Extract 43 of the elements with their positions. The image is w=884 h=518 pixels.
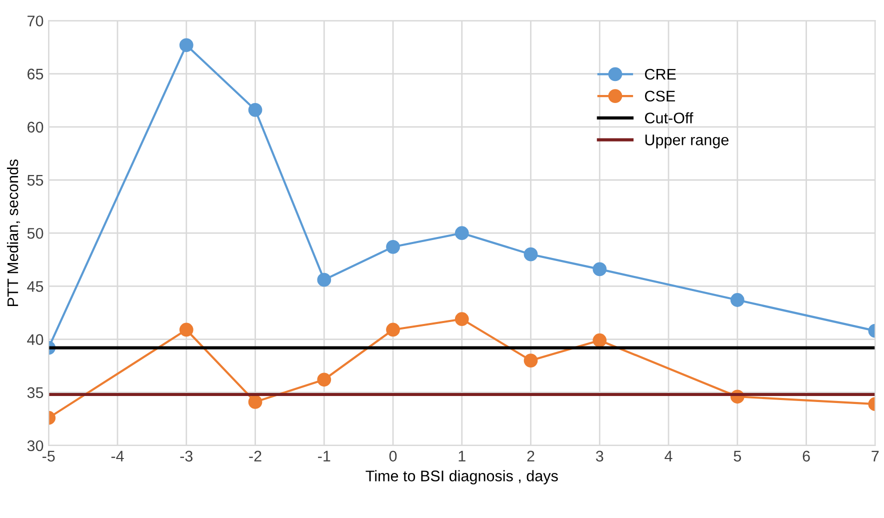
- point: [386, 240, 400, 254]
- x-tick-label: 5: [734, 450, 742, 462]
- x-tick-label: -4: [111, 450, 124, 462]
- x-tick-label: 4: [664, 450, 672, 462]
- point: [454, 312, 469, 326]
- y-tick-label: 35: [27, 387, 44, 398]
- y-axis-title: PTT Median, seconds: [6, 159, 20, 306]
- x-tick-label: 6: [802, 450, 810, 462]
- x-axis-title: Time to BSI diagnosis , days: [366, 470, 558, 484]
- y-tick-label: 60: [28, 122, 44, 133]
- y-tick-label: 45: [27, 281, 44, 292]
- y-tick-label: 65: [28, 68, 44, 80]
- point: [179, 322, 194, 337]
- x-tick-label: 2: [527, 450, 534, 462]
- x-tick-label: -1: [318, 450, 330, 462]
- y-tick-label: 50: [27, 228, 44, 239]
- point: [317, 272, 332, 287]
- point: [524, 354, 538, 368]
- point: [592, 333, 607, 348]
- y-tick-label: 40: [27, 334, 44, 345]
- legend-label: Upper range: [645, 134, 728, 148]
- point: [317, 372, 332, 387]
- legend-label: CRE: [645, 68, 676, 80]
- x-tick-label: 3: [596, 450, 604, 462]
- x-tick-label: -3: [180, 450, 192, 462]
- point: [524, 247, 538, 262]
- point: [386, 322, 400, 337]
- y-tick-label: 70: [28, 16, 44, 26]
- y-tick-label: 55: [27, 175, 44, 186]
- point: [454, 226, 469, 240]
- point: [730, 293, 744, 307]
- x-tick-label: 1: [458, 450, 466, 462]
- x-tick-label: -5: [42, 450, 55, 462]
- legend-label: Cut-Off: [645, 112, 694, 124]
- point: [248, 394, 262, 409]
- point: [248, 102, 262, 117]
- x-tick-label: 7: [872, 450, 879, 462]
- point: [179, 38, 194, 52]
- point: [592, 262, 607, 276]
- x-tick-label: -2: [249, 450, 262, 462]
- x-tick-label: 0: [389, 450, 397, 462]
- legend-label: CSE: [645, 90, 675, 102]
- y-tick-label: 30: [27, 440, 44, 452]
